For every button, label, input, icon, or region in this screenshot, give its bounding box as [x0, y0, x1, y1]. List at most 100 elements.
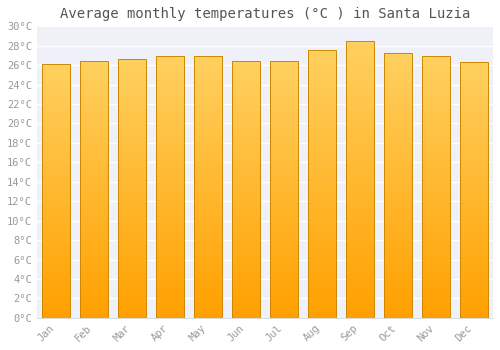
Bar [308, 224, 336, 227]
Bar [422, 88, 450, 90]
Bar [460, 139, 488, 141]
Bar [194, 140, 222, 143]
Bar [118, 75, 146, 77]
Bar [42, 275, 70, 277]
Bar [232, 144, 260, 146]
Bar [80, 192, 108, 195]
Bar [270, 131, 298, 133]
Bar [308, 90, 336, 92]
Bar [346, 96, 374, 99]
Bar [346, 312, 374, 315]
Bar [422, 242, 450, 245]
Bar [42, 128, 70, 130]
Bar [80, 213, 108, 215]
Bar [384, 307, 412, 310]
Bar [194, 213, 222, 216]
Bar [156, 62, 184, 64]
Bar [156, 271, 184, 273]
Bar [270, 61, 298, 318]
Bar [308, 272, 336, 275]
Bar [422, 114, 450, 117]
Bar [346, 41, 374, 44]
Bar [460, 308, 488, 310]
Bar [270, 233, 298, 236]
Bar [194, 266, 222, 268]
Bar [42, 64, 70, 318]
Bar [156, 284, 184, 287]
Bar [80, 177, 108, 179]
Bar [156, 145, 184, 148]
Bar [194, 208, 222, 211]
Bar [308, 211, 336, 213]
Bar [346, 224, 374, 226]
Bar [232, 295, 260, 298]
Bar [80, 110, 108, 113]
Bar [156, 294, 184, 297]
Bar [346, 240, 374, 243]
Bar [156, 252, 184, 255]
Bar [422, 72, 450, 75]
Bar [346, 265, 374, 268]
Bar [118, 147, 146, 150]
Bar [384, 180, 412, 183]
Bar [118, 230, 146, 232]
Bar [270, 264, 298, 267]
Bar [80, 305, 108, 308]
Bar [80, 274, 108, 277]
Bar [308, 291, 336, 294]
Bar [232, 159, 260, 161]
Bar [80, 169, 108, 171]
Bar [80, 79, 108, 82]
Bar [80, 308, 108, 310]
Bar [308, 237, 336, 240]
Bar [118, 240, 146, 243]
Bar [118, 176, 146, 178]
Bar [118, 103, 146, 106]
Bar [460, 262, 488, 264]
Bar [118, 315, 146, 318]
Bar [42, 282, 70, 285]
Bar [194, 313, 222, 315]
Bar [270, 251, 298, 254]
Bar [422, 294, 450, 297]
Bar [346, 160, 374, 163]
Bar [156, 138, 184, 140]
Bar [156, 307, 184, 310]
Bar [384, 222, 412, 225]
Bar [42, 272, 70, 275]
Bar [118, 178, 146, 181]
Bar [80, 94, 108, 97]
Bar [156, 211, 184, 213]
Bar [232, 100, 260, 102]
Bar [42, 259, 70, 262]
Bar [194, 109, 222, 111]
Bar [346, 215, 374, 218]
Bar [384, 169, 412, 172]
Bar [346, 99, 374, 102]
Bar [156, 218, 184, 221]
Bar [118, 129, 146, 132]
Bar [42, 133, 70, 135]
Bar [422, 174, 450, 177]
Bar [80, 269, 108, 272]
Bar [346, 309, 374, 312]
Bar [346, 279, 374, 282]
Bar [270, 172, 298, 174]
Bar [232, 90, 260, 92]
Bar [346, 135, 374, 138]
Bar [270, 244, 298, 246]
Bar [80, 84, 108, 87]
Bar [232, 259, 260, 261]
Bar [308, 253, 336, 256]
Bar [460, 244, 488, 246]
Bar [346, 212, 374, 215]
Bar [232, 213, 260, 215]
Bar [80, 315, 108, 318]
Bar [270, 84, 298, 87]
Bar [156, 182, 184, 184]
Bar [42, 79, 70, 82]
Bar [422, 148, 450, 150]
Bar [42, 77, 70, 79]
Bar [232, 146, 260, 148]
Bar [232, 241, 260, 244]
